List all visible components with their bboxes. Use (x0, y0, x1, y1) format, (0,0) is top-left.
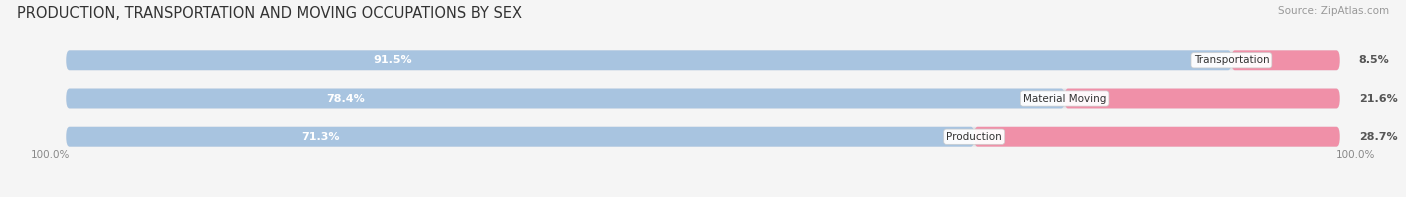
Text: 8.5%: 8.5% (1358, 55, 1389, 65)
Text: 100.0%: 100.0% (31, 150, 70, 160)
Text: Material Moving: Material Moving (1024, 94, 1107, 103)
FancyBboxPatch shape (66, 50, 1340, 70)
FancyBboxPatch shape (66, 89, 1064, 108)
Text: Transportation: Transportation (1194, 55, 1270, 65)
Text: 21.6%: 21.6% (1358, 94, 1398, 103)
Text: Source: ZipAtlas.com: Source: ZipAtlas.com (1278, 6, 1389, 16)
Text: 28.7%: 28.7% (1358, 132, 1398, 142)
FancyBboxPatch shape (1064, 89, 1340, 108)
FancyBboxPatch shape (1232, 50, 1340, 70)
FancyBboxPatch shape (66, 89, 1340, 108)
Text: 71.3%: 71.3% (301, 132, 340, 142)
FancyBboxPatch shape (974, 127, 1340, 147)
FancyBboxPatch shape (66, 127, 1340, 147)
Text: 100.0%: 100.0% (1336, 150, 1375, 160)
FancyBboxPatch shape (66, 127, 974, 147)
Text: 78.4%: 78.4% (326, 94, 366, 103)
FancyBboxPatch shape (66, 50, 1232, 70)
Text: 91.5%: 91.5% (373, 55, 412, 65)
Text: Production: Production (946, 132, 1002, 142)
Text: PRODUCTION, TRANSPORTATION AND MOVING OCCUPATIONS BY SEX: PRODUCTION, TRANSPORTATION AND MOVING OC… (17, 6, 522, 21)
